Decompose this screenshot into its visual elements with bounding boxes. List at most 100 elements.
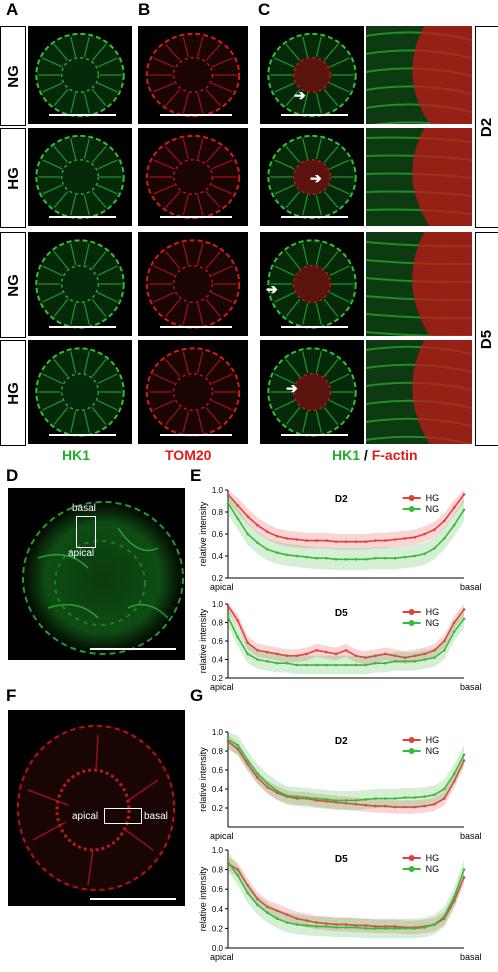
data-point-hg xyxy=(354,540,358,543)
data-point-hg xyxy=(452,780,456,783)
data-point-ng xyxy=(452,895,456,899)
panel-d-basal-label: basal xyxy=(72,503,96,514)
data-point-ng xyxy=(246,759,249,762)
data-point-hg xyxy=(315,539,318,542)
data-point-ng xyxy=(334,558,338,561)
series-line-hg xyxy=(227,605,465,659)
data-point-ng xyxy=(246,532,249,536)
data-point-ng xyxy=(285,553,289,557)
data-point-hg xyxy=(423,532,426,536)
data-point-hg xyxy=(325,800,328,803)
data-point-ng xyxy=(443,915,446,918)
row-label-ng-1: NG xyxy=(0,26,26,126)
series-line-hg xyxy=(227,493,465,543)
data-point-hg xyxy=(413,926,417,929)
legend-marker xyxy=(408,506,415,512)
data-point-ng xyxy=(285,794,289,797)
series-band-ng xyxy=(228,492,464,571)
data-point-hg xyxy=(236,747,240,751)
series-band-hg xyxy=(228,734,464,814)
data-point-hg xyxy=(443,917,446,920)
data-point-ng xyxy=(315,797,318,800)
micrograph-green-row-1 xyxy=(28,26,132,124)
micrograph-merge-row-2 xyxy=(260,128,364,226)
series-band-hg xyxy=(228,856,464,935)
panel-f-image: apical basal xyxy=(8,710,185,906)
legend-marker xyxy=(408,866,415,872)
data-point-ng xyxy=(364,798,367,801)
data-point-ng xyxy=(403,660,407,663)
data-point-hg xyxy=(423,804,426,808)
panel-d-cell-svg xyxy=(21,500,185,656)
scale-bar xyxy=(48,434,117,436)
caption-merge: HK1 / F-actin xyxy=(332,447,418,463)
chart-title: D5 xyxy=(335,608,348,619)
row-label-hg-2: HG xyxy=(0,340,26,446)
data-point-hg xyxy=(305,919,308,922)
panel-label-g: G xyxy=(190,686,204,705)
scale-bar xyxy=(48,326,117,328)
scale-bar xyxy=(280,114,349,116)
panel-d-image: basal apical xyxy=(8,488,185,660)
y-tick-label: 1.0 xyxy=(212,846,224,855)
data-point-ng xyxy=(285,661,289,665)
data-point-hg xyxy=(462,876,466,879)
y-tick-label: 0.4 xyxy=(212,785,224,794)
data-point-ng xyxy=(295,554,299,558)
data-point-ng xyxy=(236,744,240,747)
x-label-right: basal xyxy=(460,582,482,592)
data-point-hg xyxy=(374,925,377,928)
micrograph-red-row-4 xyxy=(138,340,248,444)
data-point-hg xyxy=(384,652,387,656)
data-point-hg xyxy=(256,523,259,527)
data-point-hg xyxy=(354,924,358,927)
micrograph-red-row-3 xyxy=(138,232,248,336)
y-tick-label: 0.2 xyxy=(212,574,224,583)
data-point-hg xyxy=(384,804,387,808)
data-point-hg xyxy=(295,538,299,541)
chart-title: D5 xyxy=(335,854,348,865)
data-point-ng xyxy=(423,926,426,929)
data-point-ng xyxy=(256,658,259,661)
data-point-ng xyxy=(462,753,466,757)
legend-marker xyxy=(408,495,415,501)
data-point-ng xyxy=(354,926,358,929)
data-point-ng xyxy=(266,911,269,915)
micrograph-green-row-2 xyxy=(28,128,132,226)
data-point-ng xyxy=(305,555,308,559)
scale-bar xyxy=(160,114,232,116)
panel-d-apical-label: apical xyxy=(68,548,95,559)
scale-bar xyxy=(280,326,349,328)
x-label-right: basal xyxy=(460,831,482,841)
data-point-ng xyxy=(364,927,367,930)
data-point-hg xyxy=(305,539,308,542)
panel-label-f: F xyxy=(6,686,17,705)
data-point-hg xyxy=(354,654,358,658)
data-point-hg xyxy=(462,608,466,611)
data-point-hg xyxy=(295,654,299,658)
data-point-ng xyxy=(246,652,249,656)
legend-marker xyxy=(408,748,415,754)
data-point-hg xyxy=(315,648,318,652)
timepoint-label-d2: D2 xyxy=(475,26,498,228)
data-point-ng xyxy=(305,796,308,799)
data-point-ng xyxy=(246,891,249,895)
data-point-ng xyxy=(433,923,436,926)
timepoint-label-d5: D5 xyxy=(475,232,498,446)
x-label-right: basal xyxy=(460,952,482,962)
panel-label-b: B xyxy=(138,0,151,19)
data-point-hg xyxy=(275,534,279,538)
data-point-hg xyxy=(393,925,397,928)
x-label-right: basal xyxy=(460,682,482,692)
data-point-hg xyxy=(305,797,308,800)
data-point-hg xyxy=(334,652,338,656)
y-tick-label: 0.2 xyxy=(212,674,224,683)
data-point-ng xyxy=(423,658,426,661)
y-tick-label: 0.4 xyxy=(212,656,224,665)
data-point-hg xyxy=(403,926,407,929)
panel-d-scale-bar xyxy=(90,648,176,650)
data-point-hg xyxy=(433,528,436,531)
data-point-ng xyxy=(325,925,328,928)
data-point-hg xyxy=(423,652,426,656)
data-point-hg xyxy=(315,921,318,924)
